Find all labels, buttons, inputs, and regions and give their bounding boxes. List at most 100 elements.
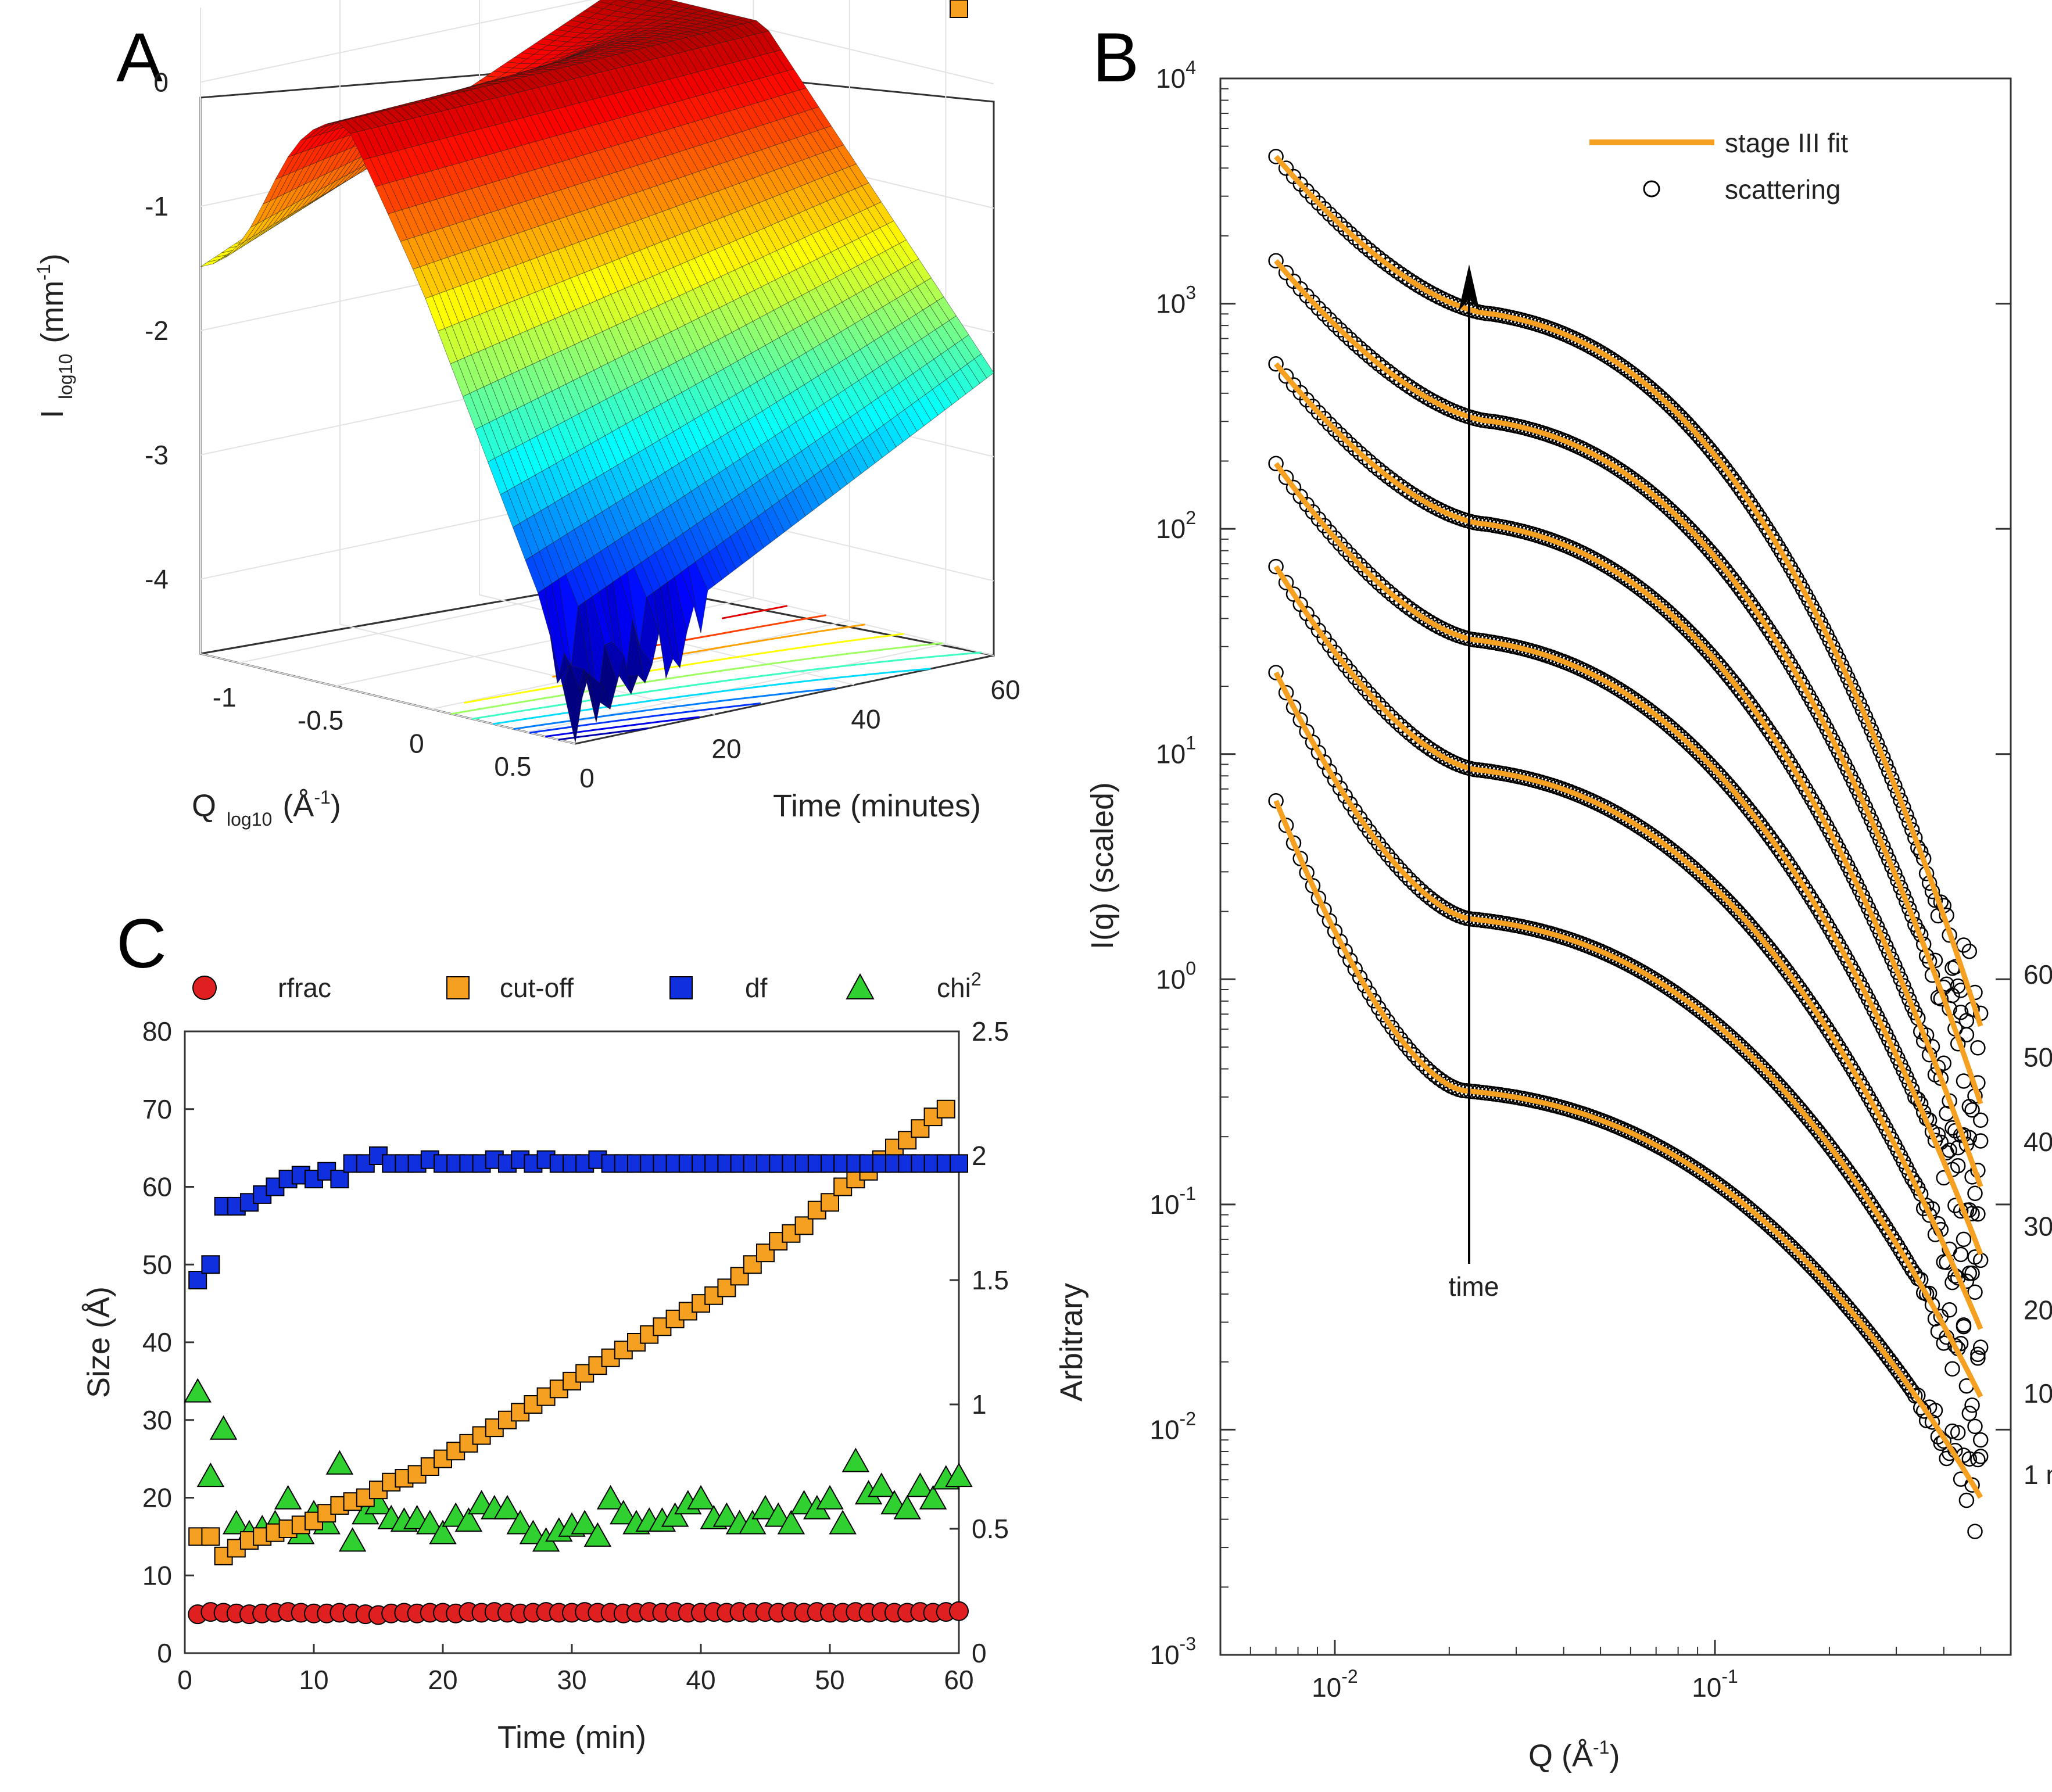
b-y-tick-label-base: 10 <box>1149 1414 1179 1445</box>
b-scattering-point <box>1285 835 1302 851</box>
b-scattering-point <box>1327 923 1343 940</box>
panel-a-xlabel-sub: log10 <box>227 809 272 830</box>
b-scattering-point <box>1782 1238 1799 1254</box>
b-scattering-point <box>1972 1432 1989 1448</box>
c-cutoff-point <box>821 1193 839 1212</box>
b-scattering-point <box>1414 609 1430 625</box>
b-fit-line <box>1273 671 1983 1398</box>
b-x-tick-label-base: 10 <box>1692 1672 1721 1703</box>
c-yleft-tick-label: 80 <box>142 1016 172 1046</box>
panel-c-ylabel-left: Size (Å) <box>81 1286 116 1398</box>
b-series-group: 20 <box>1268 558 2052 1366</box>
b-scattering-point <box>1357 562 1373 578</box>
c-df-point <box>201 1255 220 1274</box>
b-y-tick-label: 10-2 <box>1149 1408 1196 1445</box>
b-scattering-point <box>1278 818 1294 833</box>
b-scattering-point <box>1893 1367 1908 1383</box>
b-scattering-point <box>1402 600 1417 617</box>
panel-b-xlabel-close: ) <box>1609 1739 1620 1773</box>
legend-chi2-text: chi <box>937 973 971 1003</box>
panel-a-xlabel-main: Q <box>192 789 216 823</box>
b-scattering-point <box>1278 469 1294 485</box>
b-scattering-point <box>1819 1134 1835 1151</box>
b-scattering-point <box>1767 948 1783 964</box>
b-scattering-point <box>1907 1266 1923 1282</box>
c-x-tick-label: 20 <box>428 1665 457 1695</box>
b-scattering-point <box>1285 699 1302 715</box>
c-x-tick-label: 30 <box>557 1665 586 1695</box>
c-yleft-tick-label: 70 <box>142 1094 172 1124</box>
b-scattering-point <box>1278 575 1294 590</box>
b-scattering-point <box>1786 972 1802 988</box>
panel-a-zlabel-sub: log10 <box>55 354 76 399</box>
b-scattering-point <box>1875 1215 1891 1231</box>
b-scattering-point <box>1831 1151 1847 1166</box>
b-scattering-point <box>1770 952 1786 967</box>
b-scattering-point <box>1869 1206 1885 1222</box>
b-scattering-point <box>1431 747 1446 762</box>
b-scattering-point <box>1406 876 1421 891</box>
panel-a-xlabel-unit: (Å <box>282 789 314 823</box>
b-scattering-point <box>1890 1363 1906 1379</box>
a-contour-line <box>558 727 649 741</box>
panel-a-xlabel-close: ) <box>331 789 341 823</box>
b-scattering-point <box>1380 847 1396 863</box>
b-scattering-point <box>1414 735 1430 751</box>
b-y-tick-label-exp: 4 <box>1186 57 1196 78</box>
panel-a-zlabel-unit-sup: -1 <box>33 264 54 280</box>
b-scattering-point <box>1362 686 1377 702</box>
b-scattering-point <box>1901 1379 1917 1395</box>
b-scattering-point <box>1813 1127 1829 1143</box>
panel-a-zlabel-unit: (mm <box>35 281 70 343</box>
b-scattering-point <box>1384 852 1400 868</box>
b-scattering-point <box>1878 1347 1894 1363</box>
b-scattering-point <box>1347 961 1363 977</box>
b-scattering-point <box>1896 1371 1911 1386</box>
b-scattering-point <box>1406 603 1421 619</box>
b-scattering-point <box>1397 867 1413 883</box>
b-scattering-point <box>1964 1477 1980 1493</box>
b-scattering-point <box>1972 1339 1989 1355</box>
a-z-tick-label: -1 <box>145 191 169 221</box>
c-yright-tick-label: 2 <box>972 1141 987 1171</box>
b-series-group: 10 <box>1268 665 2052 1448</box>
b-x-tick-label-base: 10 <box>1312 1672 1341 1703</box>
b-scattering-point <box>1924 1414 1940 1430</box>
b-scattering-point <box>1904 1262 1920 1278</box>
b-scattering-point <box>1370 575 1387 591</box>
b-scattering-point <box>1970 1350 1986 1366</box>
b-scattering-point <box>1866 1202 1882 1217</box>
b-scattering-point <box>1342 952 1358 968</box>
b-scattering-point <box>1414 1056 1430 1071</box>
b-scattering-point <box>1375 579 1391 595</box>
b-scattering-point <box>1770 1226 1786 1242</box>
c-yleft-tick-label: 10 <box>142 1560 172 1590</box>
b-scattering-point <box>1967 1418 1983 1435</box>
panel-b-xlabel-sup: -1 <box>1593 1737 1609 1758</box>
b-scattering-point <box>1375 701 1391 716</box>
b-scattering-point <box>1423 741 1438 757</box>
b-series-end-label: 40 <box>2024 1127 2052 1157</box>
b-scattering-point <box>1292 851 1308 866</box>
a-contour-line <box>529 702 761 734</box>
a-z-tick-label: 0 <box>153 67 169 97</box>
b-y-tick-label-base: 10 <box>1149 1640 1179 1670</box>
b-scattering-point <box>1774 1229 1789 1245</box>
b-scattering-point <box>1825 1142 1841 1159</box>
panel-b-series: 1 min 10 20 30 40 50 60 <box>1268 149 2052 1539</box>
b-scattering-point <box>1881 1351 1897 1367</box>
b-scattering-point <box>1972 1449 1989 1464</box>
b-scattering-point <box>1423 614 1438 630</box>
b-scattering-point <box>1278 684 1294 701</box>
b-scattering-point <box>1837 1159 1853 1174</box>
c-yright-tick-label: 2.5 <box>972 1016 1009 1046</box>
b-scattering-point <box>1357 977 1373 994</box>
b-scattering-point <box>1961 1406 1978 1421</box>
panel-a-zlabel: Ilog10 (mm-1) <box>33 253 76 418</box>
b-scattering-point <box>1956 1317 1972 1333</box>
b-scattering-point <box>1777 1232 1792 1248</box>
b-scattering-point <box>1774 956 1789 972</box>
b-scattering-point <box>1950 1425 1966 1440</box>
b-scattering-point <box>1854 1184 1871 1200</box>
